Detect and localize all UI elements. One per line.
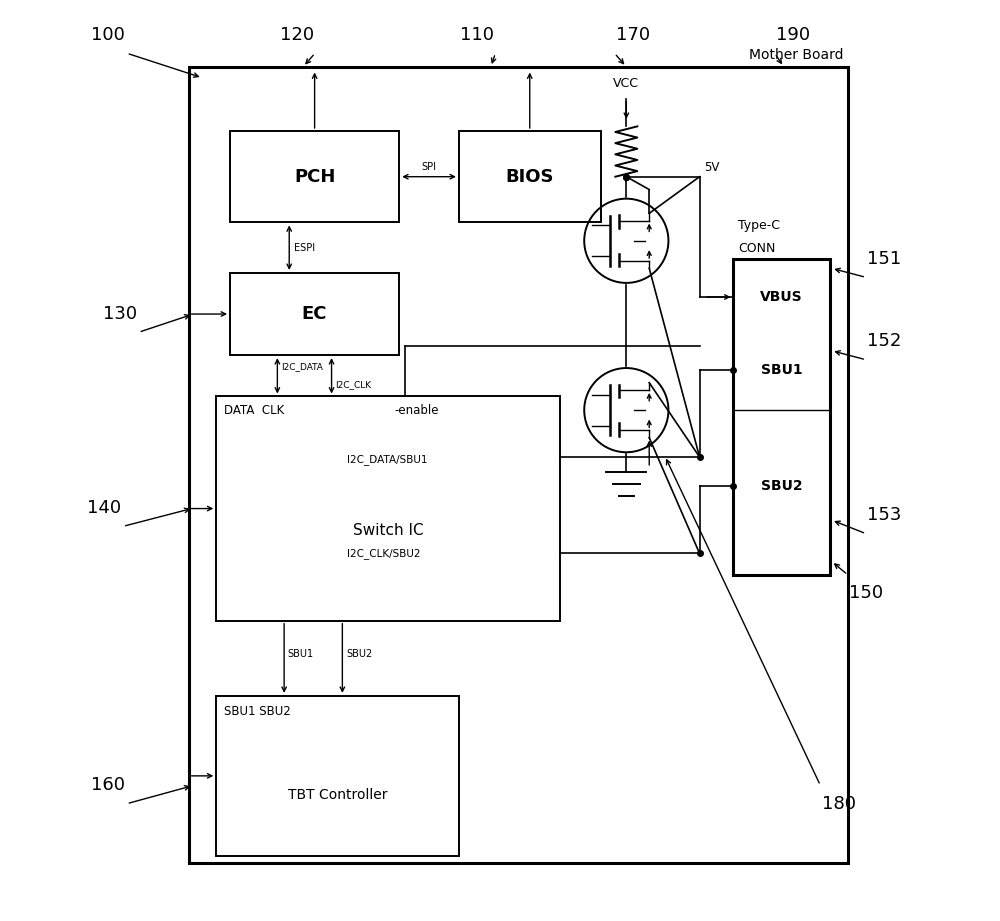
Text: 100: 100 [91, 26, 125, 44]
Text: SBU1: SBU1 [288, 648, 314, 659]
Bar [216, 396, 560, 621]
Text: I2C_CLK: I2C_CLK [335, 380, 371, 390]
Text: 5V: 5V [704, 161, 720, 174]
Text: Type-C: Type-C [738, 218, 780, 232]
Text: 130: 130 [103, 305, 137, 323]
Text: 152: 152 [867, 332, 902, 351]
Text: I2C_CLK/SBU2: I2C_CLK/SBU2 [347, 548, 420, 559]
Text: ESPI: ESPI [294, 242, 315, 252]
Text: SBU1: SBU1 [761, 363, 802, 377]
Text: Switch IC: Switch IC [353, 523, 423, 539]
Text: BIOS: BIOS [506, 168, 554, 186]
Text: SBU2: SBU2 [761, 480, 802, 494]
Text: 153: 153 [867, 507, 902, 524]
Text: PCH: PCH [294, 168, 335, 186]
Text: CONN: CONN [738, 241, 775, 254]
Text: 160: 160 [91, 776, 125, 795]
Text: I2C_DATA/SBU1: I2C_DATA/SBU1 [347, 454, 427, 465]
Text: VBUS: VBUS [760, 290, 803, 304]
Text: 190: 190 [776, 26, 810, 44]
Text: 140: 140 [87, 499, 122, 517]
Text: 180: 180 [822, 795, 856, 813]
Bar [230, 131, 399, 223]
Bar [733, 259, 830, 575]
Text: I2C_DATA: I2C_DATA [281, 362, 323, 371]
Text: 170: 170 [616, 26, 650, 44]
Text: -enable: -enable [395, 403, 439, 416]
Text: 120: 120 [280, 26, 314, 44]
Text: SBU2: SBU2 [346, 648, 372, 659]
Text: VCC: VCC [613, 76, 639, 89]
Bar [189, 67, 848, 863]
Text: 151: 151 [867, 251, 902, 268]
Text: DATA  CLK: DATA CLK [224, 403, 284, 416]
Text: 110: 110 [460, 26, 494, 44]
Text: 150: 150 [849, 584, 883, 602]
Text: Mother Board: Mother Board [749, 48, 843, 63]
Text: SPI: SPI [422, 162, 437, 172]
Bar [459, 131, 601, 223]
Bar [230, 273, 399, 356]
Bar [216, 695, 459, 856]
Text: EC: EC [302, 305, 327, 323]
Text: SBU1 SBU2: SBU1 SBU2 [224, 705, 290, 718]
Text: TBT Controller: TBT Controller [288, 788, 387, 802]
